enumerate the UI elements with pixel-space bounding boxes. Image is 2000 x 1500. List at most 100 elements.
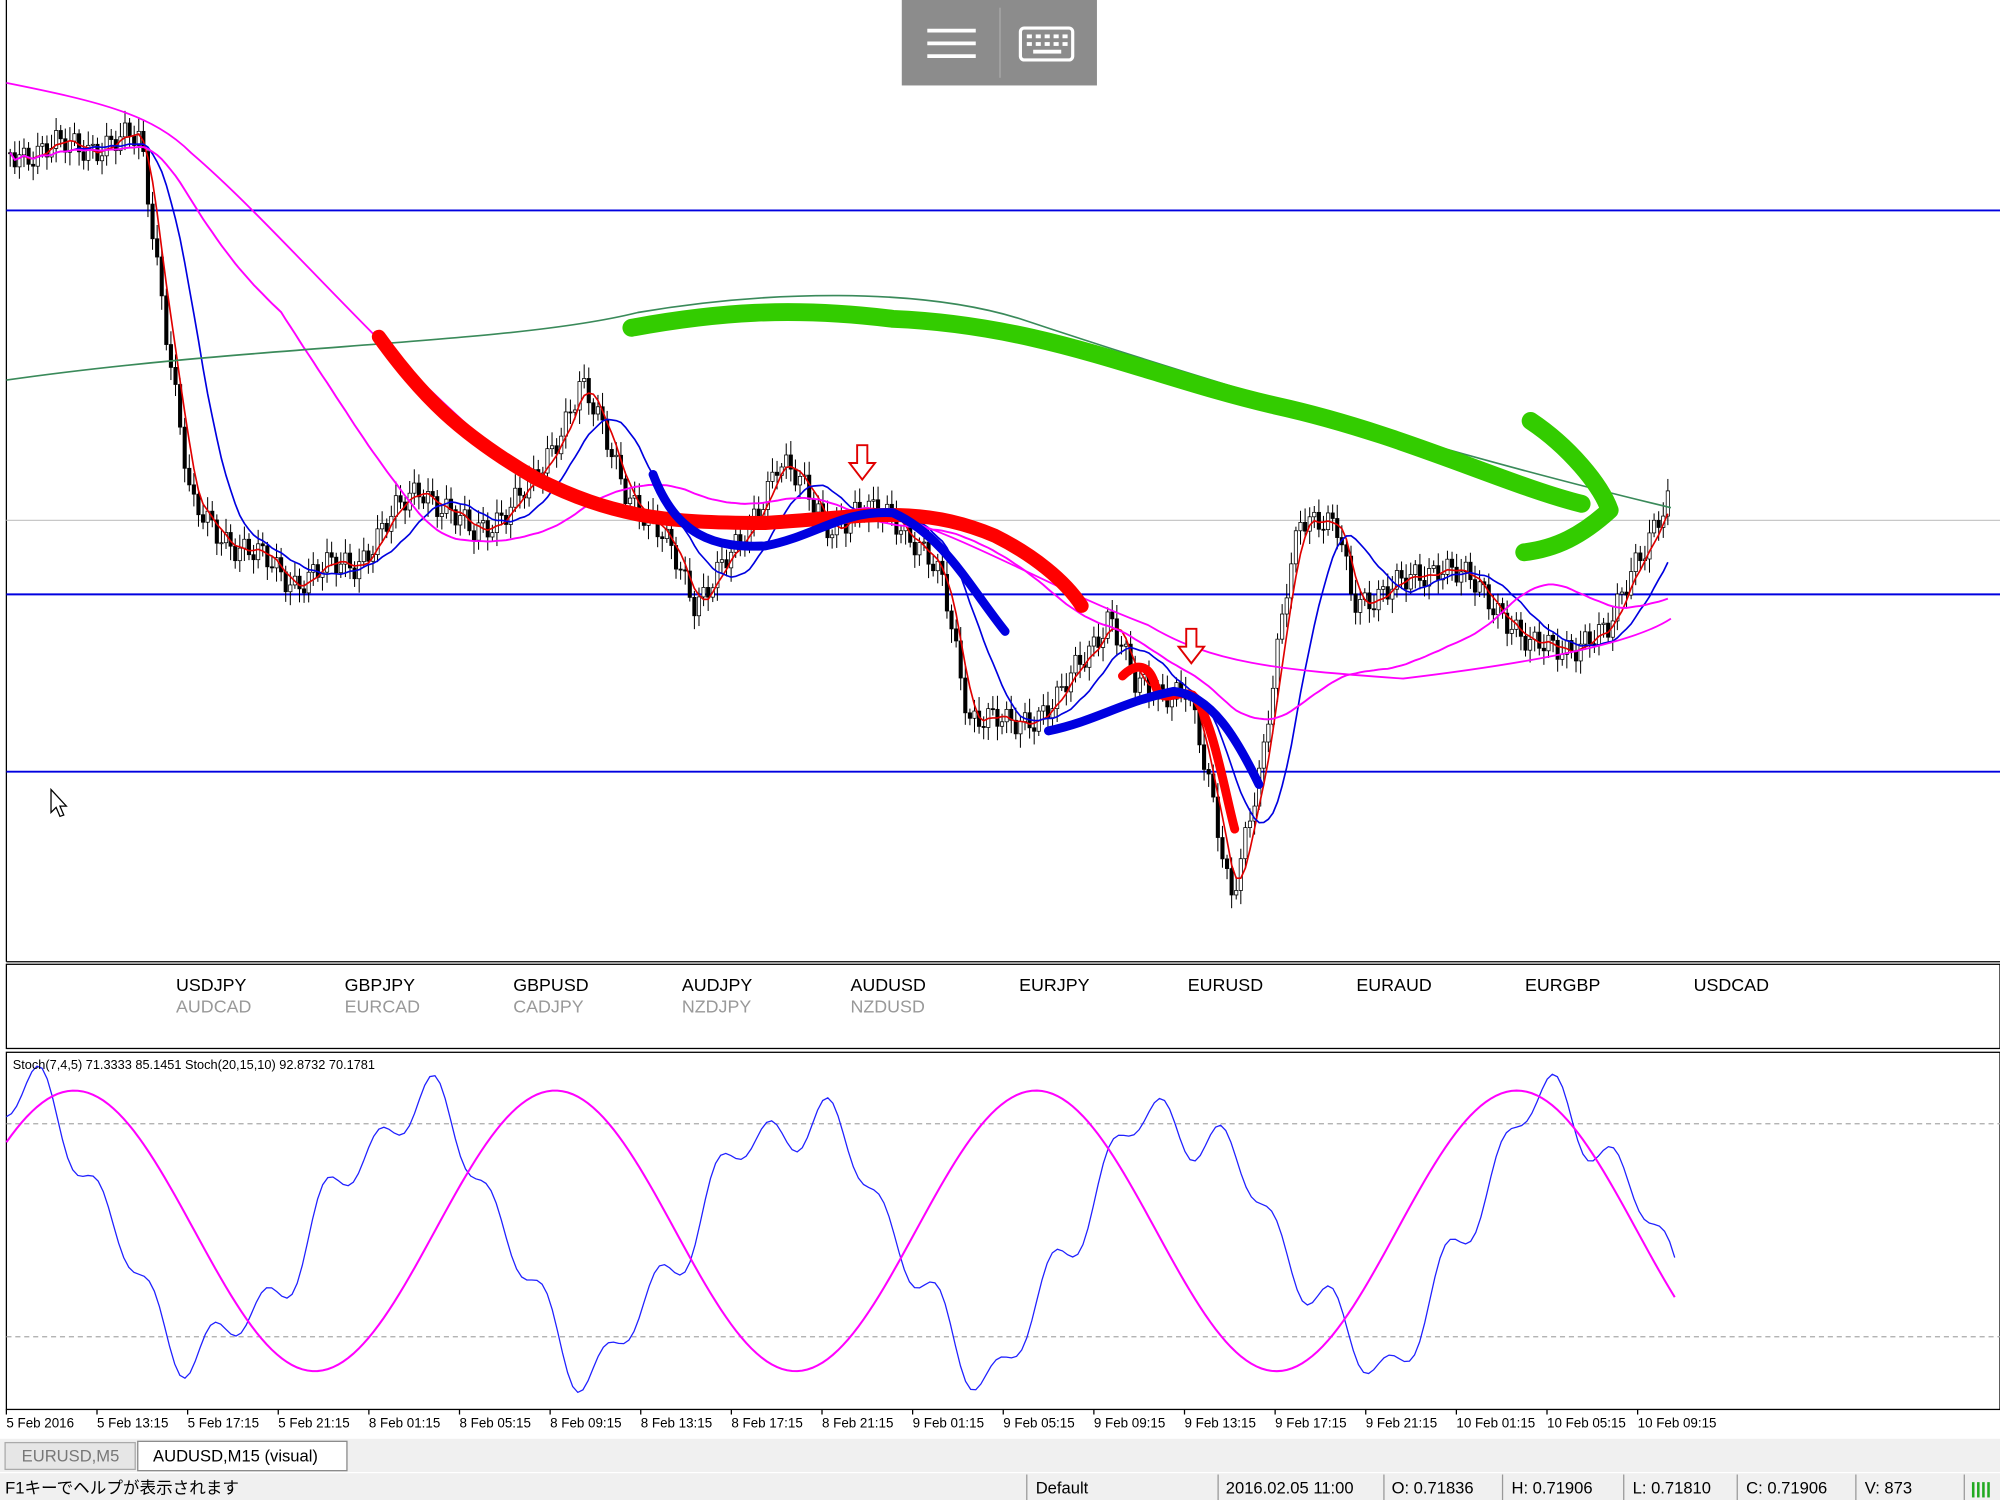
candle-body [416,482,421,498]
tab-label[interactable]: EURUSD,M5 [22,1447,120,1466]
status-bar [0,1473,2000,1500]
candle-body [1541,647,1546,652]
candle-body [830,534,835,539]
candle-body [494,512,499,534]
symbol-alt: EURCAD [345,997,420,1017]
tab-label[interactable]: AUDUSD,M15 (visual) [153,1447,318,1466]
candle-body [1041,705,1046,712]
candle-body [246,538,252,556]
candle-body [485,520,490,538]
symbol-panel [5,963,2000,1050]
candle-body [931,563,936,572]
candle-body [426,491,431,504]
candle-body [660,536,665,539]
candle-body [72,133,77,142]
candle-body [591,402,596,415]
candle-body [380,522,385,530]
candle-body [715,561,720,589]
candle-body [1284,597,1289,615]
candle-body [182,426,187,469]
stochastic-lines [5,1065,1676,1394]
candle-body [1381,586,1386,590]
status-profile: Default [1036,1479,1089,1498]
menu-button[interactable] [927,28,976,59]
time-label: 9 Feb 05:15 [1003,1415,1074,1430]
candle-body [816,503,821,513]
candle-body [765,481,770,510]
candle-body [86,144,91,161]
candle-body [949,610,954,630]
candle-body [375,528,380,556]
down-arrow [847,444,877,482]
candle-body [1261,741,1266,769]
candle-body [797,476,803,486]
candle-body [1114,618,1119,646]
candle-body [972,710,977,719]
candle-body [1578,643,1583,662]
candle-body [687,570,692,598]
candle-body [614,454,619,458]
time-label: 5 Feb 17:15 [188,1415,259,1430]
candle-body [471,530,477,541]
candle-body [347,552,353,569]
candle-body [40,143,45,147]
candle-body [788,454,793,470]
moving-average [9,143,1669,824]
candle-body [513,487,518,508]
annotation-stroke [622,303,1591,513]
candle-body [1619,591,1624,595]
candle-body [678,568,683,571]
candle-body [586,378,591,404]
candle-body [1229,868,1234,896]
candle-body [439,513,444,517]
candle-body [31,163,36,167]
time-label: 10 Feb 05:15 [1547,1415,1626,1430]
symbol: EURAUD [1356,975,1431,995]
symbol-alt: CADJPY [513,997,583,1017]
symbol-alt: NZDUSD [851,997,925,1017]
candle-body [421,496,426,504]
candle-body [898,530,904,535]
candle-body [811,498,816,513]
candle-body [1413,564,1418,575]
candle-body [269,566,274,569]
candle-body [775,471,780,476]
candle-body [122,122,128,138]
candle-body [1220,837,1225,860]
candle-body [366,550,371,562]
candle-body [1528,639,1533,651]
candle-body [1367,592,1372,610]
time-label: 9 Feb 09:15 [1094,1415,1165,1430]
candle-body [237,547,242,562]
time-label: 8 Feb 13:15 [641,1415,712,1430]
candle-body [481,520,486,524]
symbol: EURUSD [1188,975,1263,995]
candle-body [1091,636,1096,647]
time-label: 9 Feb 13:15 [1185,1415,1256,1430]
candle-body [21,147,27,156]
candle-body [412,482,417,494]
moving-average [9,146,1669,721]
candle-body [1601,622,1606,626]
candle-body [453,509,458,526]
candle-body [1018,721,1023,735]
candle-body [563,411,568,437]
candle-body [499,512,504,516]
symbol: GBPJPY [345,975,416,995]
candle-body [118,136,123,152]
annotations [371,303,1619,834]
candle-body [58,130,63,140]
keyboard-button[interactable] [1018,26,1075,62]
time-label: 9 Feb 01:15 [913,1415,984,1430]
candle-body [302,588,307,594]
tab[interactable] [4,1441,136,1471]
tab-active[interactable] [137,1440,348,1472]
candle-body [81,151,86,161]
candle-body [191,484,196,495]
candle-body [1652,519,1657,534]
candle-body [1596,624,1602,645]
symbol: EURGBP [1525,975,1600,995]
candle-body [256,543,261,561]
indicator-panel [5,1051,2000,1411]
status-help: F1キーでヘルプが表示されます [5,1479,239,1498]
